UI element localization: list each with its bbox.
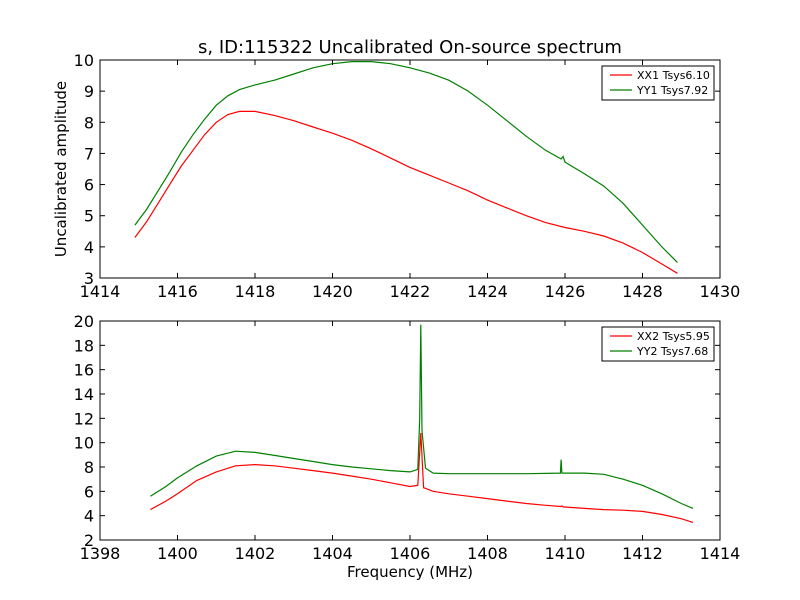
legend-entry-label: XX1 Tsys6.10 bbox=[637, 69, 710, 82]
y-tick-label: 6 bbox=[84, 482, 94, 501]
x-tick-label: 1414 bbox=[700, 544, 741, 563]
yy-series-line bbox=[134, 61, 678, 263]
y-tick-label: 12 bbox=[74, 409, 94, 428]
legend-box bbox=[601, 65, 715, 101]
yy-series-line bbox=[150, 324, 694, 509]
y-tick-label: 20 bbox=[74, 312, 94, 331]
x-tick-label: 1404 bbox=[312, 544, 353, 563]
x-tick-label: 1414 bbox=[80, 282, 121, 301]
x-tick-label: 1406 bbox=[390, 544, 431, 563]
x-tick-label: 1400 bbox=[157, 544, 198, 563]
legend: XX1 Tsys6.10 YY1 Tsys7.92 bbox=[601, 65, 715, 101]
y-tick-label: 4 bbox=[84, 507, 94, 526]
xx-series-line bbox=[134, 110, 678, 274]
legend: XX2 Tsys5.95 YY2 Tsys7.68 bbox=[601, 326, 715, 362]
legend-entry-label: YY1 Tsys7.92 bbox=[636, 84, 708, 97]
x-tick-label: 1430 bbox=[700, 282, 741, 301]
figure-title: s, ID:115322 Uncalibrated On-source spec… bbox=[198, 37, 622, 58]
y-tick-label: 9 bbox=[84, 82, 94, 101]
x-tick-label: 1426 bbox=[545, 282, 586, 301]
x-tick-label: 1412 bbox=[622, 544, 663, 563]
x-tick-label: 1416 bbox=[157, 282, 198, 301]
x-tick-label: 1424 bbox=[467, 282, 508, 301]
y-tick-label: 10 bbox=[74, 434, 94, 453]
y-tick-label: 8 bbox=[84, 113, 94, 132]
x-tick-label: 1398 bbox=[80, 544, 121, 563]
y-tick-label: 5 bbox=[84, 207, 94, 226]
y-tick-label: 14 bbox=[74, 385, 94, 404]
y-tick-label: 18 bbox=[74, 336, 94, 355]
x-tick-label: 1402 bbox=[235, 544, 276, 563]
y-tick-label: 3 bbox=[84, 269, 94, 288]
bottom-spectrum-panel: 1398 1400 1402 1404 1406 1408 1410 1412 14142468… bbox=[74, 312, 741, 581]
x-tick-label: 1410 bbox=[545, 544, 586, 563]
y-tick-label: 16 bbox=[74, 361, 94, 380]
x-tick-label: 1408 bbox=[467, 544, 508, 563]
y-tick-label: 8 bbox=[84, 458, 94, 477]
top-spectrum-panel: 1414 1416 1418 1420 1422 1424 1426 1428 1430 3 4 5 6… bbox=[52, 51, 740, 301]
y-axis-label: Uncalibrated amplitude bbox=[52, 81, 70, 257]
legend-entry-label: YY2 Tsys7.68 bbox=[636, 345, 708, 358]
series-group bbox=[150, 324, 694, 523]
x-tick-label: 1422 bbox=[390, 282, 431, 301]
x-tick-label: 1420 bbox=[312, 282, 353, 301]
xx-series-line bbox=[150, 432, 694, 523]
y-tick-label: 7 bbox=[84, 144, 94, 163]
series-group bbox=[134, 61, 678, 274]
y-tick-label: 10 bbox=[74, 51, 94, 70]
y-tick-label: 6 bbox=[84, 176, 94, 195]
y-tick-label: 2 bbox=[84, 531, 94, 550]
y-tick-label: 4 bbox=[84, 238, 94, 257]
x-tick-label: 1428 bbox=[622, 282, 663, 301]
legend-entry-label: XX2 Tsys5.95 bbox=[637, 330, 710, 343]
x-axis-label: Frequency (MHz) bbox=[347, 563, 473, 581]
x-tick-label: 1418 bbox=[235, 282, 276, 301]
legend-box bbox=[601, 326, 715, 362]
